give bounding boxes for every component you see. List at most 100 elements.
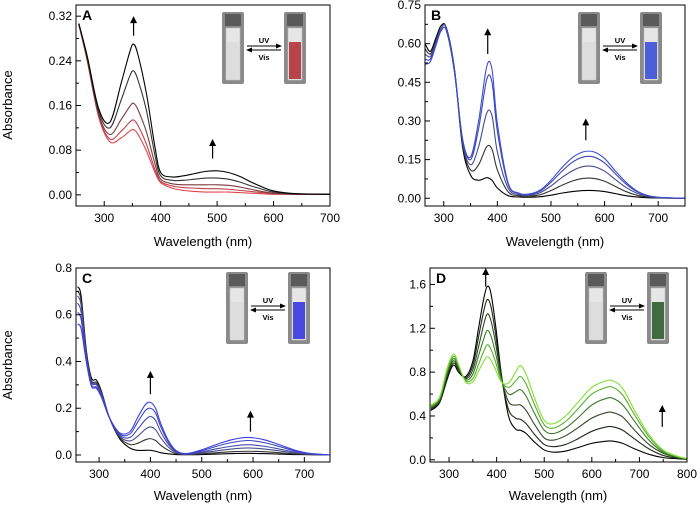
series-line-6: [77, 323, 330, 456]
x-tick-label: 300: [434, 211, 454, 225]
plot-frame: [424, 4, 686, 207]
x-tick-label: 300: [89, 467, 109, 481]
y-tick-label: 0.8: [55, 261, 72, 275]
y-tick-label: 0.08: [49, 143, 73, 157]
x-tick-label: 400: [487, 211, 507, 225]
vial-after: [640, 12, 662, 84]
vial-after: [647, 272, 669, 344]
y-axis: 0.00 0.08 0.16 0.24 0.32: [49, 9, 81, 202]
x-axis: 300 400 500 600 700: [89, 457, 315, 481]
arrow-left-icon: [609, 307, 615, 313]
x-axis: 300 400 500 600 700 800: [439, 457, 697, 481]
x-tick-label: 700: [629, 467, 649, 481]
vial-cap: [650, 274, 666, 286]
x-axis-label: Wavelength (nm): [506, 234, 605, 249]
up-arrow-icon: [482, 268, 490, 275]
vial-cap: [229, 274, 245, 286]
arrow-right-icon: [639, 303, 645, 309]
arrow-right-icon: [632, 43, 638, 49]
y-tick-label: 0.00: [49, 188, 73, 202]
y-tick-label: 0.0: [55, 448, 72, 462]
vial-after: [284, 12, 306, 84]
panel-c: 300 400 500 600 700 0.0 0.2 0.4 0.6 0.8 Wavelength…: [0, 261, 331, 503]
series-line-3: [77, 295, 330, 456]
series-line-1: [78, 24, 330, 195]
y-tick-label: 0.60: [398, 37, 422, 51]
series-group: [430, 285, 687, 460]
panel-letter: A: [82, 7, 92, 23]
x-tick-label: 600: [595, 211, 615, 225]
vial-solution: [590, 302, 602, 339]
x-axis-label: Wavelength (nm): [154, 234, 253, 249]
vial-cap: [291, 274, 307, 286]
series-line-3: [430, 313, 687, 460]
x-tick-label: 600: [243, 467, 263, 481]
uv-label: UV: [263, 296, 273, 305]
vial-solution: [289, 42, 301, 79]
y-tick-label: 0.32: [49, 9, 73, 23]
x-tick-label: 600: [264, 211, 284, 225]
vial-cap: [225, 14, 241, 26]
panel-letter: B: [431, 7, 441, 23]
vial-cap: [588, 274, 604, 286]
series-line-3: [78, 23, 330, 195]
y-axis-label: Absorbance: [0, 330, 15, 399]
vial-cap: [643, 14, 659, 26]
up-arrow-icon: [246, 410, 254, 418]
y-tick-label: 0.00: [398, 191, 422, 205]
panel-a: 300 400 500 600 700 0.00 0.08 0.16 0.24 0.32 Wavel…: [0, 4, 340, 249]
x-tick-label: 500: [192, 467, 212, 481]
panel-letter: D: [436, 270, 446, 286]
series-group: [425, 22, 685, 199]
vial-after: [288, 272, 310, 344]
x-tick-label: 800: [677, 467, 697, 481]
vial-solution: [231, 302, 243, 339]
y-tick-label: 0.8: [409, 365, 426, 379]
up-arrow-icon: [658, 405, 666, 413]
series-group: [77, 286, 330, 456]
y-axis: 0.0 0.2 0.4 0.6 0.8: [55, 261, 81, 462]
series-line-1: [430, 285, 687, 460]
vis-label: Vis: [262, 313, 273, 322]
series-line-2: [77, 291, 330, 456]
x-tick-label: 700: [294, 467, 314, 481]
vial-before: [222, 12, 244, 84]
y-tick-label: 1.2: [409, 321, 426, 335]
inset-photo: UV Vis: [222, 12, 306, 84]
vis-label: Vis: [614, 53, 625, 62]
vial-solution: [227, 42, 239, 79]
x-axis-label: Wavelength (nm): [154, 488, 253, 503]
series-line-4: [430, 329, 687, 460]
vial-solution: [583, 42, 595, 79]
x-tick-label: 400: [487, 467, 507, 481]
series-line-4: [77, 302, 330, 456]
x-tick-label: 700: [648, 211, 668, 225]
vial-cap: [581, 14, 597, 26]
vial-solution: [645, 42, 657, 79]
x-axis: 300 400 500 600 700: [434, 201, 669, 225]
x-tick-label: 400: [151, 211, 171, 225]
up-arrow-icon: [130, 16, 138, 24]
arrow-left-icon: [250, 307, 256, 313]
inset-photo: UV Vis: [226, 272, 310, 344]
series-line-1: [77, 286, 330, 456]
y-tick-label: 0.0: [409, 453, 426, 467]
vial-solution: [652, 302, 664, 339]
x-tick-label: 300: [94, 211, 114, 225]
arrow-right-icon: [276, 43, 282, 49]
series-line-5: [430, 344, 687, 460]
series-line-4: [78, 23, 330, 195]
y-axis-label: Absorbance: [0, 70, 15, 139]
series-line-5: [425, 26, 685, 199]
y-tick-label: 1.6: [409, 277, 426, 291]
panel-b: 300 400 500 600 700 0.00 0.15 0.30 0.45 0.60 0.75 W…: [398, 0, 686, 249]
up-arrow-icon: [582, 118, 590, 126]
x-tick-label: 700: [320, 211, 340, 225]
x-tick-label: 500: [207, 211, 227, 225]
y-axis: 0.00 0.15 0.30 0.45 0.60 0.75: [398, 0, 430, 205]
series-line-5: [78, 23, 330, 195]
y-tick-label: 0.45: [398, 75, 422, 89]
y-tick-label: 0.24: [49, 54, 73, 68]
series-line-6: [430, 353, 687, 460]
